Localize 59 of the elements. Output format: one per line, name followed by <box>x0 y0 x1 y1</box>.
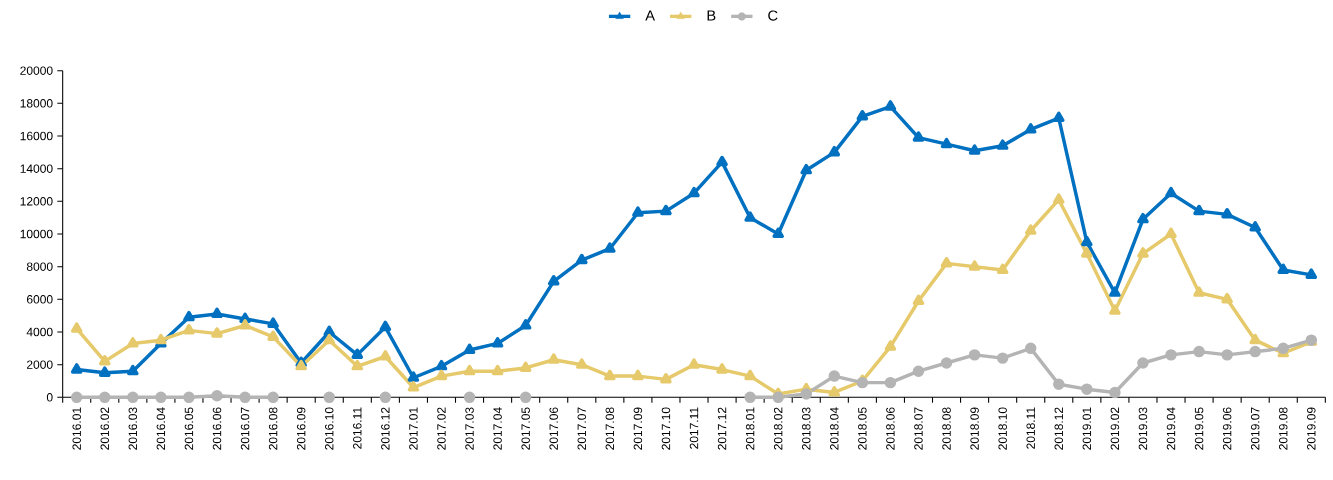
x-tick-label: 2016.09 <box>296 407 306 450</box>
x-tick-label: 2019.03 <box>1138 407 1148 450</box>
x-tick-label: 2019.02 <box>1110 407 1120 450</box>
legend-label: B <box>707 10 716 21</box>
x-tick-label: 2018.02 <box>773 407 783 450</box>
x-tick-label: 2019.09 <box>1307 407 1316 450</box>
y-tick-label: 16000 <box>20 131 53 141</box>
x-tick-label: 2018.07 <box>914 407 923 450</box>
x-tick-label: 2016.08 <box>268 407 278 450</box>
x-tick-label: 2018.11 <box>1026 407 1035 449</box>
x-tick-label: 2017.01 <box>409 407 418 450</box>
x-tick-label: 2016.10 <box>324 407 334 450</box>
x-tick-label: 2016.04 <box>156 407 166 450</box>
y-tick-label: 8000 <box>26 262 53 271</box>
x-tick-label: 2018.08 <box>942 407 951 450</box>
y-tick-label: 2000 <box>26 360 53 369</box>
x-tick-label: 2019.04 <box>1166 407 1176 450</box>
legend-label: A <box>645 10 656 21</box>
x-tick-label: 2019.01 <box>1082 407 1092 450</box>
x-tick-label: 2017.09 <box>633 407 643 450</box>
x-tick-label: 2018.03 <box>801 407 811 450</box>
x-tick-label: 2017.11 <box>689 407 699 449</box>
x-tick-label: 2016.11 <box>353 407 362 449</box>
x-tick-label: 2017.12 <box>717 407 727 450</box>
x-tick-label: 2018.12 <box>1054 407 1064 450</box>
x-tick-label: 2016.07 <box>240 407 250 450</box>
y-tick-label: 20000 <box>20 66 53 75</box>
x-tick-label: 2018.05 <box>858 407 867 450</box>
x-tick-label: 2019.05 <box>1194 407 1204 450</box>
x-tick-label: 2019.08 <box>1278 407 1288 450</box>
y-tick-label: 12000 <box>20 197 53 206</box>
legend-label: C <box>768 10 778 21</box>
y-tick-label: 14000 <box>20 164 53 173</box>
x-tick-label: 2016.06 <box>212 407 222 450</box>
x-tick-label: 2019.07 <box>1250 407 1260 450</box>
x-tick-label: 2018.06 <box>886 407 895 450</box>
x-tick-label: 2017.02 <box>437 407 446 450</box>
x-tick-label: 2019.06 <box>1222 407 1232 450</box>
x-tick-label: 2016.02 <box>100 407 110 450</box>
y-tick-label: 18000 <box>20 99 53 108</box>
x-tick-label: 2017.06 <box>549 407 558 450</box>
y-tick-label: 6000 <box>26 295 53 304</box>
x-tick-label: 2017.05 <box>521 407 530 450</box>
x-tick-label: 2017.10 <box>661 407 671 450</box>
y-tick-label: 0 <box>46 393 53 402</box>
y-tick-label: 4000 <box>26 327 53 337</box>
x-tick-label: 2018.10 <box>998 407 1007 450</box>
x-tick-label: 2016.05 <box>184 407 194 450</box>
y-tick-label: 10000 <box>20 229 53 239</box>
x-tick-label: 2018.04 <box>830 407 839 450</box>
x-tick-label: 2017.08 <box>605 407 615 450</box>
x-tick-label: 2018.01 <box>745 407 755 450</box>
x-tick-label: 2017.07 <box>577 407 587 450</box>
x-tick-label: 2017.04 <box>493 407 502 450</box>
x-tick-label: 2018.09 <box>970 407 979 450</box>
x-tick-label: 2016.01 <box>72 407 81 450</box>
x-tick-label: 2016.12 <box>381 407 390 450</box>
x-tick-label: 2016.03 <box>128 407 138 450</box>
x-tick-label: 2017.03 <box>465 407 474 450</box>
